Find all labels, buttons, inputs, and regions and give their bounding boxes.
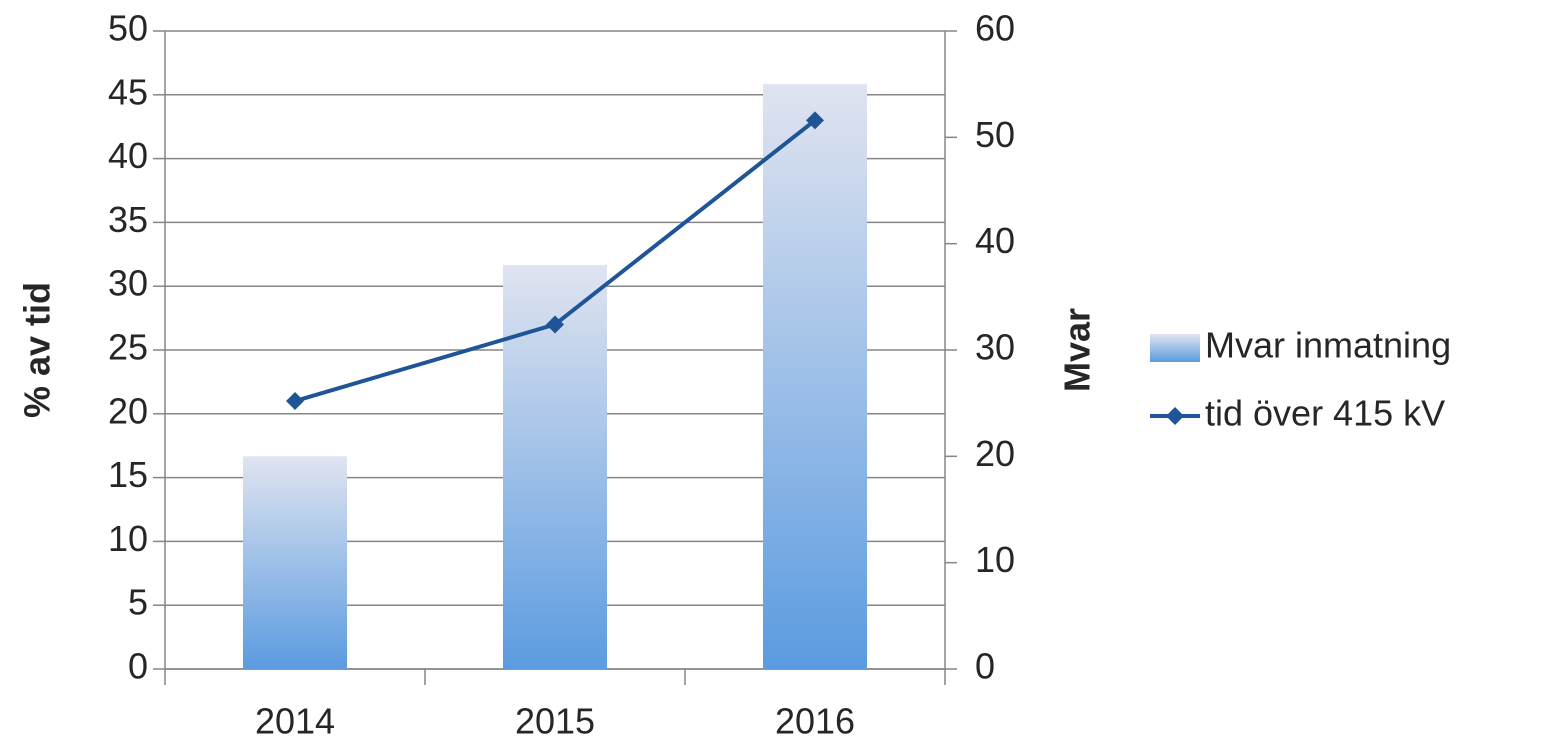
y2-tick-label: 50	[975, 114, 1015, 155]
legend-marker	[1166, 407, 1184, 425]
y2-tick-label: 0	[975, 646, 995, 687]
bar	[243, 456, 347, 669]
y2-tick-label: 60	[975, 8, 1015, 49]
y-tick-label: 0	[128, 646, 148, 687]
x-tick-label: 2014	[255, 701, 335, 742]
y-tick-label: 40	[108, 135, 148, 176]
y-tick-label: 25	[108, 327, 148, 368]
y-tick-label: 5	[128, 582, 148, 623]
legend-swatch	[1150, 334, 1200, 362]
y-axis-title: % av tid	[17, 282, 58, 418]
y2-tick-label: 20	[975, 433, 1015, 474]
legend-label: tid över 415 kV	[1205, 393, 1445, 434]
y2-tick-label: 40	[975, 220, 1015, 261]
marker	[546, 315, 564, 334]
y2-axis-title: Mvar	[1057, 308, 1098, 392]
y-tick-label: 30	[108, 263, 148, 304]
legend-label: Mvar inmatning	[1205, 325, 1451, 366]
y-tick-label: 10	[108, 518, 148, 559]
marker	[286, 392, 304, 411]
marker	[806, 111, 824, 130]
y-tick-label: 45	[108, 71, 148, 112]
y2-tick-label: 30	[975, 327, 1015, 368]
y2-tick-label: 10	[975, 539, 1015, 580]
y-tick-label: 20	[108, 390, 148, 431]
y-tick-label: 15	[108, 454, 148, 495]
y-tick-label: 50	[108, 8, 148, 49]
x-tick-label: 2015	[515, 701, 595, 742]
y-tick-label: 35	[108, 199, 148, 240]
bar	[763, 84, 867, 669]
x-tick-label: 2016	[775, 701, 855, 742]
